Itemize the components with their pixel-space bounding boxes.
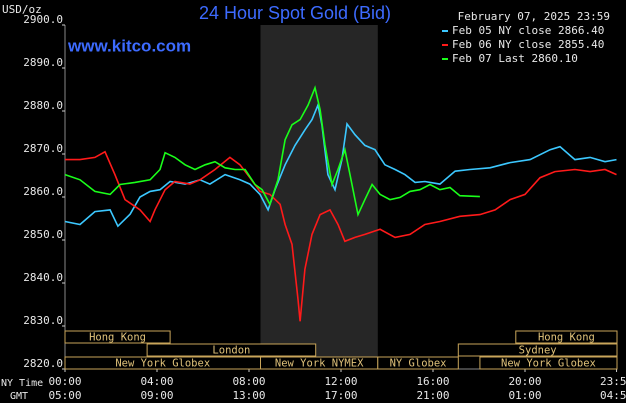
session-label: Sydney bbox=[519, 345, 557, 357]
session-label: New York Globex bbox=[115, 358, 210, 370]
y-tick-label: 2830.0 bbox=[23, 314, 63, 327]
y-axis-label: USD/oz bbox=[2, 3, 42, 16]
legend-label: Feb 06 NY close 2855.40 bbox=[452, 38, 604, 51]
x-tick-label: 00:00 bbox=[48, 375, 81, 388]
session-label: NY Globex bbox=[390, 358, 447, 370]
y-tick-label: 2890.0 bbox=[23, 56, 63, 69]
website: www.kitco.com bbox=[67, 36, 191, 55]
session-label: Hong Kong bbox=[89, 332, 146, 344]
timestamp: February 07, 2025 23:59 bbox=[458, 10, 610, 23]
gmt-tick-label: 05:00 bbox=[48, 389, 81, 402]
session-label: New York NYMEX bbox=[275, 358, 364, 370]
y-tick-label: 2820.0 bbox=[23, 357, 63, 370]
x-tick-label: 20:00 bbox=[508, 375, 541, 388]
x-tick-label: 04:00 bbox=[140, 375, 173, 388]
y-tick-label: 2880.0 bbox=[23, 99, 63, 112]
x2-axis-label: GMT bbox=[10, 391, 28, 402]
session-shade bbox=[260, 25, 378, 369]
y-tick-label: 2840.0 bbox=[23, 271, 63, 284]
session-label: Hong Kong bbox=[538, 332, 595, 344]
gmt-tick-label: 04:59 bbox=[600, 389, 626, 402]
gmt-tick-label: 09:00 bbox=[140, 389, 173, 402]
x-tick-label: 16:00 bbox=[416, 375, 449, 388]
session-box bbox=[64, 330, 171, 344]
y-tick-label: 2900.0 bbox=[23, 13, 63, 26]
session-label: New York Globex bbox=[501, 358, 596, 370]
session-box bbox=[515, 330, 618, 344]
x-axis-label: NY Time bbox=[1, 378, 43, 389]
series-line bbox=[65, 150, 617, 322]
chart-title: 24 Hour Spot Gold (Bid) bbox=[199, 3, 391, 23]
y-tick-label: 2860.0 bbox=[23, 185, 63, 198]
x-tick-label: 23:59 bbox=[600, 375, 626, 388]
session-box bbox=[457, 343, 618, 357]
x-tick-label: 08:00 bbox=[232, 375, 265, 388]
legend-label: Feb 05 NY close 2866.40 bbox=[452, 24, 604, 37]
session-box bbox=[479, 356, 618, 370]
gmt-tick-label: 13:00 bbox=[232, 389, 265, 402]
gmt-tick-label: 17:00 bbox=[324, 389, 357, 402]
x-tick-label: 12:00 bbox=[324, 375, 357, 388]
legend-label: Feb 07 Last 2860.10 bbox=[452, 52, 578, 65]
session-label: London bbox=[212, 345, 250, 357]
gmt-tick-label: 01:00 bbox=[508, 389, 541, 402]
session-box bbox=[377, 356, 459, 370]
gmt-tick-label: 21:00 bbox=[416, 389, 449, 402]
series-line bbox=[64, 85, 480, 218]
y-tick-label: 2850.0 bbox=[23, 228, 63, 241]
session-box bbox=[146, 343, 317, 357]
y-tick-label: 2870.0 bbox=[23, 142, 63, 155]
